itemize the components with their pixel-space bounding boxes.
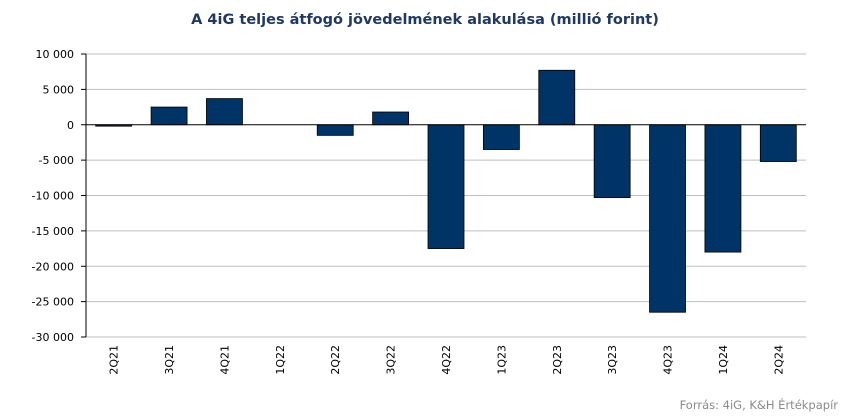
- source-note: Forrás: 4iG, K&H Értékpapír: [680, 397, 839, 412]
- y-tick-label: 0: [67, 119, 74, 132]
- bar-1Q23: [482, 124, 520, 150]
- bar-4Q22: [427, 124, 465, 249]
- x-tick-label: 3Q21: [163, 345, 176, 375]
- x-tick-label: 4Q22: [440, 345, 453, 375]
- x-tick-label: 1Q22: [274, 345, 287, 375]
- x-tick-label: 1Q23: [495, 345, 508, 375]
- y-tick-label: -5 000: [39, 154, 74, 167]
- x-tick-label: 3Q23: [606, 345, 619, 375]
- bar-4Q23: [649, 124, 686, 313]
- bar-2Q24: [759, 124, 797, 162]
- x-tick-label: 1Q24: [717, 345, 730, 375]
- x-tick-label: 4Q23: [662, 345, 675, 375]
- x-tick-label: 4Q21: [218, 345, 231, 375]
- y-tick-label: -10 000: [32, 190, 74, 203]
- bar-4Q21: [206, 98, 243, 126]
- bar-3Q21: [150, 106, 188, 126]
- bar-2Q22: [316, 124, 354, 136]
- y-tick-label: -30 000: [32, 331, 74, 344]
- chart-title: A 4iG teljes átfogó jövedelmének alakulá…: [191, 12, 659, 28]
- y-tick-label: -25 000: [32, 296, 74, 309]
- y-tick-label: 5 000: [43, 83, 75, 96]
- bar-2Q23: [538, 69, 576, 126]
- x-tick-label: 3Q22: [385, 345, 398, 375]
- y-axis-ticks: 10 000 5 000 0 -5 000 -10 000 -15 000 -20 000 -…: [32, 48, 74, 344]
- axes: [81, 53, 806, 338]
- x-axis-ticks: 2Q21 3Q21 4Q21 1Q22 2Q22 3Q22 4Q22 1Q23 2Q23 3Q23…: [108, 345, 786, 375]
- bar-3Q23: [593, 124, 631, 199]
- bar-3Q22: [372, 111, 410, 126]
- bar-1Q24: [704, 124, 742, 253]
- y-tick-label: 10 000: [36, 48, 75, 61]
- x-tick-label: 2Q23: [551, 345, 564, 375]
- x-tick-label: 2Q22: [329, 345, 342, 375]
- bars: [95, 69, 797, 313]
- x-tick-label: 2Q24: [772, 345, 785, 375]
- y-tick-label: -20 000: [32, 260, 74, 273]
- x-tick-label: 2Q21: [108, 345, 121, 375]
- y-tick-label: -15 000: [32, 225, 74, 238]
